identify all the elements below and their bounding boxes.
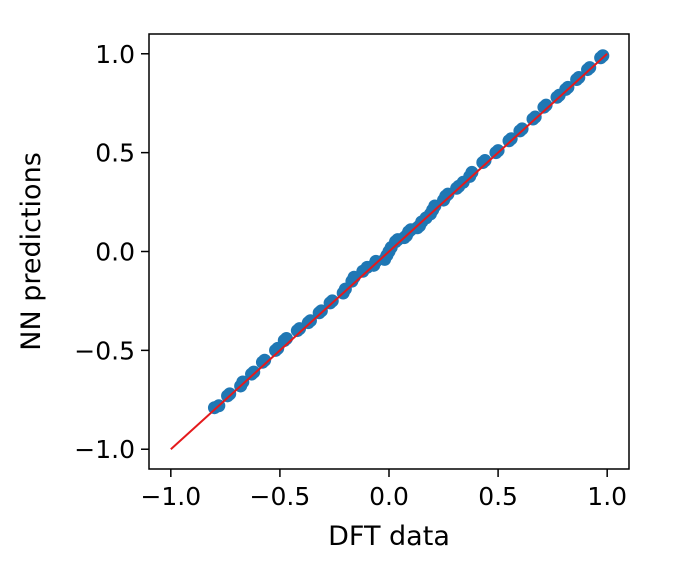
x-axis: −1.0 −0.5 0.0 0.5 1.0: [140, 469, 627, 511]
x-tick-label: 0.0: [369, 482, 409, 511]
x-tick-label: −0.5: [250, 482, 311, 511]
data-point: [247, 365, 261, 379]
y-tick-label: 0.5: [95, 139, 135, 168]
data-point: [314, 304, 328, 318]
y-tick-label: −0.5: [74, 336, 135, 365]
data-point: [465, 165, 479, 179]
data-point: [478, 154, 492, 168]
data-point: [572, 71, 586, 84]
reference-line: [170, 53, 608, 450]
data-point: [561, 80, 575, 94]
y-tick-label: 1.0: [95, 40, 135, 69]
x-tick-label: 1.0: [587, 482, 627, 511]
data-point: [258, 353, 272, 367]
x-tick-label: −1.0: [140, 482, 201, 511]
data-point: [583, 61, 597, 75]
data-point: [491, 144, 505, 158]
data-point: [279, 332, 293, 345]
y-tick-label: −1.0: [74, 435, 135, 464]
plot-content: [170, 49, 610, 450]
data-point: [539, 98, 553, 112]
y-axis: −1.0 −0.5 0.0 0.5 1.0: [74, 40, 149, 464]
data-point: [515, 122, 529, 136]
data-point: [223, 387, 237, 401]
y-axis-label: NN predictions: [16, 152, 47, 351]
data-point: [236, 375, 250, 389]
data-point: [528, 110, 542, 124]
data-point: [325, 294, 339, 308]
y-tick-label: 0.0: [95, 238, 135, 267]
x-axis-label: DFT data: [328, 521, 450, 552]
data-point: [504, 132, 518, 146]
x-tick-label: 0.5: [478, 482, 518, 511]
data-point: [303, 314, 317, 328]
data-point: [596, 49, 610, 63]
